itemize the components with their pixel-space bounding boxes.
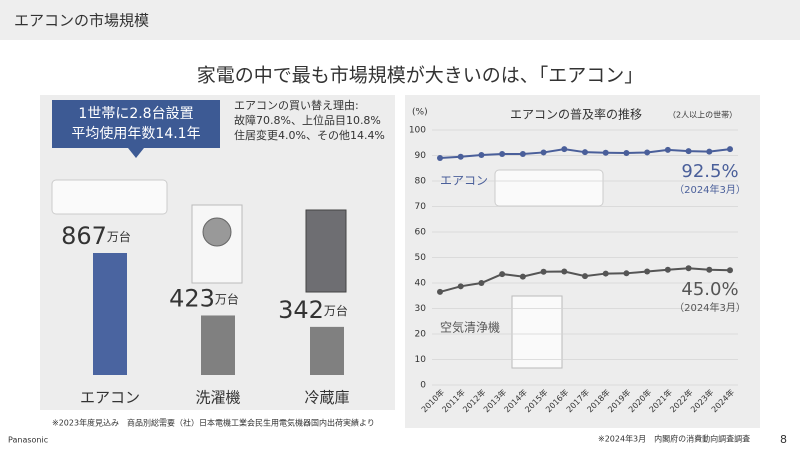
- chart-title: エアコンの普及率の推移: [510, 107, 642, 122]
- y-tick-label: 60: [415, 228, 427, 238]
- chart-subtitle: （2人以上の世帯）: [668, 110, 737, 120]
- point: [727, 267, 733, 274]
- source: ※2024年3月 内閣府の消費動向調査調査: [598, 434, 750, 444]
- page-number: 8: [780, 433, 787, 446]
- value-label: 342万台: [278, 296, 348, 324]
- point: [727, 146, 733, 153]
- header-bar: [0, 0, 800, 40]
- point: [499, 150, 506, 157]
- point: [540, 149, 547, 156]
- point: [644, 268, 651, 275]
- callout-pointer: [128, 148, 144, 158]
- point: [561, 146, 568, 153]
- point: [519, 273, 526, 280]
- point: [540, 268, 547, 275]
- note: 故障70.8%、上位品目10.8%: [234, 113, 381, 127]
- series-label: 空気清浄機: [440, 320, 500, 335]
- series-label: エアコン: [440, 174, 488, 188]
- callout-text: 1世帯に2.8台設置: [78, 106, 193, 122]
- point: [519, 150, 526, 157]
- point: [478, 151, 485, 158]
- point: [685, 265, 692, 272]
- brand: Panasonic: [8, 436, 48, 445]
- aircon-image: [494, 169, 604, 207]
- point: [478, 280, 485, 286]
- point: [685, 148, 692, 155]
- y-tick-label: 100: [409, 126, 426, 136]
- category-label: 洗濯機: [195, 389, 240, 407]
- note: エアコンの買い替え理由:: [234, 98, 359, 112]
- point: [706, 148, 713, 155]
- header-title: エアコンの市場規模: [14, 12, 149, 30]
- note: 住居変更4.0%、その他14.4%: [234, 128, 385, 142]
- footnote: ※2023年度見込み 商品別総需要（社）日本電機工業会民生用電気機器国内出荷実績…: [52, 418, 375, 428]
- category-label: 冷蔵庫: [304, 389, 349, 407]
- point: [644, 149, 651, 156]
- point: [602, 149, 609, 156]
- point: [664, 266, 671, 273]
- callout-text: 平均使用年数14.1年: [71, 125, 200, 142]
- fridge-image: [305, 209, 347, 293]
- y-tick-label: 20: [415, 330, 427, 340]
- y-tick-label: 40: [415, 279, 427, 289]
- purifier-image: [511, 295, 563, 369]
- point: [706, 266, 713, 273]
- point: [457, 153, 464, 160]
- point: [623, 149, 630, 156]
- point: [623, 270, 630, 277]
- annotation-date: （2024年3月）: [674, 301, 746, 314]
- callout-box: [52, 100, 220, 148]
- y-tick-label: 80: [415, 177, 427, 187]
- y-tick-label: 30: [415, 304, 427, 314]
- value-label: 423万台: [169, 284, 239, 312]
- y-axis-label: (%): [412, 108, 428, 118]
- annotation-date: （2024年3月）: [674, 183, 746, 196]
- aircon-image: [51, 179, 168, 215]
- bar: [310, 326, 344, 375]
- bar: [201, 315, 235, 375]
- washer-door: [202, 217, 232, 247]
- y-tick-label: 90: [415, 151, 427, 161]
- bar: [93, 253, 127, 375]
- headline: 家電の中で最も市場規模が大きいのは、「エアコン」: [197, 65, 644, 87]
- y-tick-label: 10: [415, 355, 427, 365]
- y-tick-label: 70: [415, 202, 427, 212]
- category-label: エアコン: [80, 389, 140, 407]
- point: [602, 270, 609, 277]
- y-tick-label: 50: [415, 253, 427, 263]
- point: [437, 155, 443, 162]
- point: [582, 149, 588, 156]
- y-tick-label: 0: [420, 381, 426, 391]
- annotation-value: 92.5%: [681, 161, 738, 182]
- point: [437, 288, 443, 295]
- point: [499, 271, 506, 278]
- annotation-value: 45.0%: [681, 279, 738, 300]
- value-label: 867万台: [61, 222, 131, 250]
- point: [561, 268, 568, 275]
- point: [664, 146, 671, 153]
- right-panel: [405, 95, 760, 428]
- point: [582, 273, 588, 280]
- point: [457, 283, 464, 290]
